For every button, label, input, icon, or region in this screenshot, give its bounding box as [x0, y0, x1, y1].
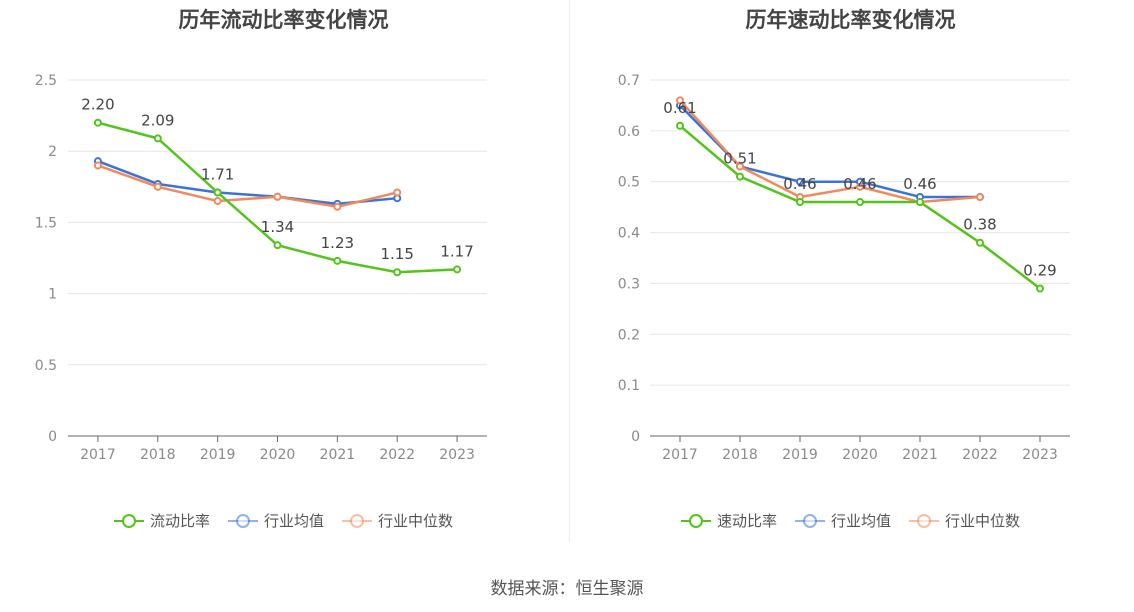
legend-item[interactable]: 行业均值 [794, 510, 891, 531]
x-tick-label: 2023 [1022, 447, 1058, 463]
legend-label: 行业均值 [830, 512, 891, 530]
y-tick-label: 0.6 [618, 124, 640, 140]
data-label: 1.15 [381, 245, 414, 263]
data-point[interactable] [333, 202, 342, 211]
data-label: 1.17 [440, 242, 473, 260]
x-tick-label: 2020 [260, 447, 296, 463]
data-point[interactable] [333, 256, 342, 265]
legend-marker-icon [680, 513, 711, 529]
data-point[interactable] [676, 96, 684, 105]
data-point[interactable] [393, 188, 402, 197]
y-tick-label: 0.7 [618, 73, 640, 89]
x-tick-label: 2021 [902, 447, 938, 463]
panel-divider [569, 0, 570, 542]
x-tick-label: 2017 [662, 447, 698, 463]
y-tick-label: 2 [48, 144, 57, 160]
quick-ratio-chart: 0 0.1 0.2 0.3 0.4 0.5 0.6 0.7 2017 2018 2019 2020 20… [618, 73, 1070, 463]
series-line-1 [97, 159, 398, 206]
data-point[interactable] [153, 134, 162, 143]
data-label: 0.51 [723, 150, 756, 168]
x-tick-label: 2018 [140, 447, 176, 463]
series-line-2 [679, 99, 981, 204]
x-tick-label: 2019 [200, 447, 236, 463]
data-source-note: 数据来源：恒生聚源 [490, 579, 644, 599]
data-label: 2.09 [141, 111, 174, 129]
current-ratio-chart-panel: 历年流动比率变化情况 0 0.5 1 1.5 2 2.5 2017 2018 2019 2020 2… [0, 0, 567, 545]
data-point[interactable] [453, 265, 462, 274]
data-label: 1.34 [261, 218, 294, 236]
y-tick-label: 0 [48, 429, 57, 445]
legend-marker-icon [909, 513, 939, 529]
legend-marker-icon [794, 513, 825, 529]
data-point[interactable] [976, 238, 984, 247]
legend-label: 流动比率 [149, 512, 210, 530]
y-tick-label: 0.2 [618, 327, 640, 343]
y-tick-label: 0 [631, 429, 640, 445]
data-point[interactable] [796, 198, 804, 207]
data-point[interactable] [856, 182, 864, 191]
legend-label: 行业中位数 [378, 512, 454, 530]
data-point[interactable] [976, 192, 984, 201]
y-tick-label: 0.1 [618, 378, 640, 394]
legend-item[interactable]: 行业均值 [227, 510, 324, 531]
y-tick-label: 0.5 [35, 358, 57, 374]
x-tick-label: 2020 [842, 447, 878, 463]
legend-item[interactable]: 行业中位数 [342, 510, 453, 531]
data-point[interactable] [736, 172, 744, 181]
current-ratio-chart: 0 0.5 1 1.5 2 2.5 2017 2018 2019 2020 2021 2022 2023… [35, 73, 487, 463]
data-label: 0.46 [843, 175, 876, 193]
data-point[interactable] [736, 162, 744, 171]
data-point[interactable] [273, 192, 282, 201]
y-tick-label: 0.5 [618, 175, 640, 191]
x-tick-label: 2022 [962, 447, 998, 463]
data-label: 0.61 [663, 99, 696, 117]
x-tick-label: 2023 [439, 447, 475, 463]
y-tick-label: 0.3 [618, 276, 640, 292]
data-label: 1.23 [321, 234, 354, 252]
data-point[interactable] [676, 121, 684, 130]
data-point[interactable] [273, 241, 282, 250]
chart-title: 历年速动比率变化情况 [745, 8, 956, 32]
x-tick-label: 2018 [722, 447, 758, 463]
data-point[interactable] [1036, 284, 1044, 293]
quick-ratio-chart-panel: 历年速动比率变化情况 0 0.1 0.2 0.3 0.4 0.5 0.6 0.7 2017 201… [567, 0, 1134, 545]
data-label: 0.46 [903, 175, 936, 193]
legend-item[interactable]: 速动比率 [680, 510, 777, 531]
data-point[interactable] [93, 161, 102, 170]
legend-marker-icon [227, 513, 258, 529]
y-tick-label: 2.5 [35, 73, 57, 89]
legend-item[interactable]: 行业中位数 [909, 510, 1020, 531]
data-point[interactable] [153, 182, 162, 191]
legend-item[interactable]: 流动比率 [113, 510, 210, 531]
x-tick-label: 2017 [80, 447, 116, 463]
x-tick-label: 2022 [379, 447, 415, 463]
legend-label: 行业均值 [263, 512, 324, 530]
y-tick-label: 1 [48, 287, 57, 303]
data-point[interactable] [393, 268, 402, 277]
chart-legend: 速动比率 行业均值 行业中位数 [567, 510, 1134, 531]
data-point[interactable] [916, 198, 924, 207]
chart-title: 历年流动比率变化情况 [178, 8, 389, 32]
chart-legend: 流动比率 行业均值 行业中位数 [0, 510, 567, 531]
data-point[interactable] [93, 118, 102, 127]
legend-marker-icon [342, 513, 372, 529]
data-label: 2.20 [81, 96, 114, 114]
data-point[interactable] [796, 177, 804, 186]
data-label: 0.29 [1023, 262, 1056, 280]
y-tick-label: 0.4 [618, 226, 640, 242]
data-point[interactable] [856, 198, 864, 207]
data-label: 0.46 [783, 175, 816, 193]
legend-marker-icon [113, 513, 144, 529]
y-tick-label: 1.5 [35, 215, 57, 231]
data-label: 0.38 [963, 216, 996, 234]
data-point[interactable] [213, 188, 222, 197]
legend-label: 速动比率 [716, 512, 777, 530]
data-label: 1.71 [201, 165, 234, 183]
legend-label: 行业中位数 [945, 512, 1021, 530]
x-tick-label: 2021 [320, 447, 356, 463]
series-line-2 [97, 164, 398, 208]
x-tick-label: 2019 [782, 447, 818, 463]
data-point[interactable] [213, 197, 222, 206]
